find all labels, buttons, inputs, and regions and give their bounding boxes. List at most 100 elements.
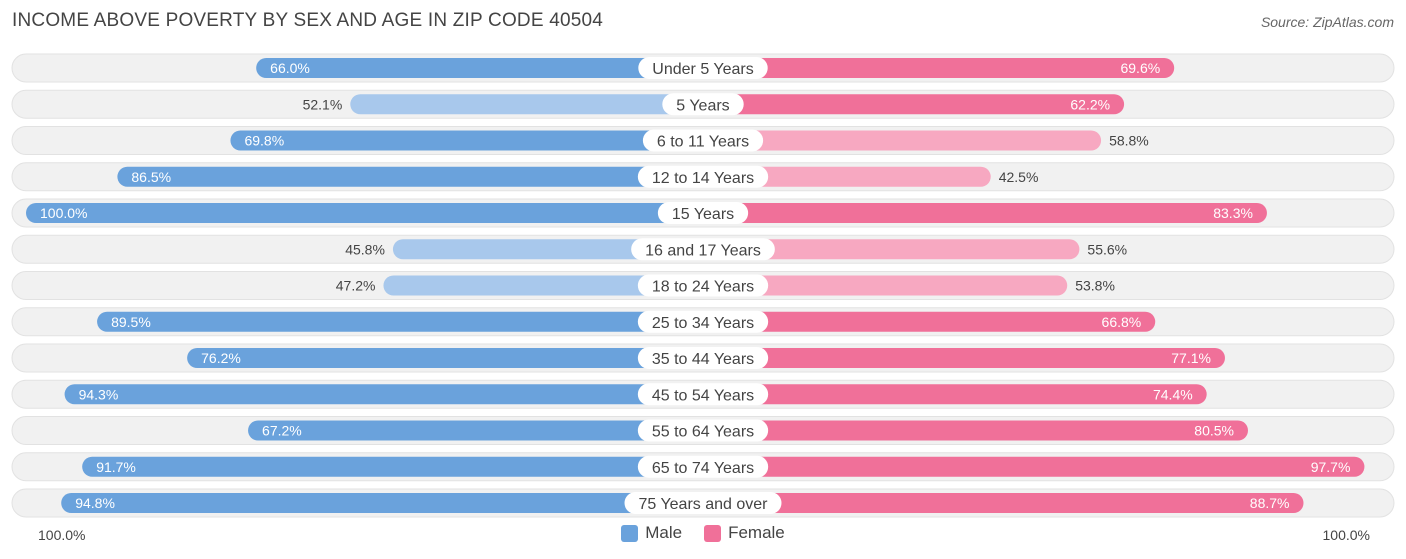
female-bar[interactable] xyxy=(703,420,1248,441)
female-bar[interactable] xyxy=(703,311,1156,332)
male-value-label: 76.2% xyxy=(201,350,241,366)
legend-item-male[interactable]: Male xyxy=(621,523,682,543)
legend-label-female: Female xyxy=(728,523,785,542)
category-pill xyxy=(637,383,769,406)
axis-left-label: 100.0% xyxy=(38,527,86,543)
legend: Male Female xyxy=(0,523,1406,543)
male-value-label: 94.8% xyxy=(75,495,115,511)
category-pill xyxy=(624,492,782,514)
axis-right-label: 100.0% xyxy=(1322,527,1370,543)
female-value-label: 69.6% xyxy=(1120,60,1160,76)
female-bar[interactable] xyxy=(703,275,1068,296)
category-pill xyxy=(637,419,769,442)
male-bar[interactable] xyxy=(97,311,703,332)
chart-title: INCOME ABOVE POVERTY BY SEX AND AGE IN Z… xyxy=(12,10,604,31)
bar-row: 69.8% 58.8% 6 to 11 Years xyxy=(11,126,1395,155)
female-value-label: 42.5% xyxy=(999,169,1039,185)
category-label: 25 to 34 Years xyxy=(652,315,754,332)
male-bar[interactable] xyxy=(392,239,703,260)
female-value-label: 58.8% xyxy=(1109,133,1149,149)
female-bar[interactable] xyxy=(703,348,1225,368)
bar-row: 67.2% 80.5% 55 to 64 Years xyxy=(11,416,1395,445)
female-bar[interactable] xyxy=(703,456,1365,477)
bar-row: 52.1% 62.2% 5 Years xyxy=(11,89,1395,119)
female-value-label: 53.8% xyxy=(1075,278,1115,294)
male-bar[interactable] xyxy=(64,384,704,405)
category-pill xyxy=(637,165,769,188)
bar-row: 76.2% 77.1% 35 to 44 Years xyxy=(11,343,1395,373)
male-bar[interactable] xyxy=(117,166,703,187)
male-value-label: 45.8% xyxy=(345,241,385,257)
male-value-label: 47.2% xyxy=(336,278,376,294)
category-label: 15 Years xyxy=(672,206,734,223)
category-label: 45 to 54 Years xyxy=(652,387,754,404)
female-bar[interactable] xyxy=(703,166,991,187)
bar-row: 86.5% 42.5% 12 to 14 Years xyxy=(11,162,1395,192)
female-bar[interactable] xyxy=(703,94,1125,115)
female-bar[interactable] xyxy=(703,384,1207,405)
female-value-label: 66.8% xyxy=(1102,314,1142,330)
male-bar[interactable] xyxy=(383,275,703,296)
source-label: Source: ZipAtlas.com xyxy=(1260,14,1394,30)
female-value-label: 77.1% xyxy=(1171,350,1211,366)
male-bar[interactable] xyxy=(82,456,704,477)
category-pill xyxy=(662,93,744,116)
male-bar[interactable] xyxy=(256,58,703,78)
male-value-label: 100.0% xyxy=(40,205,87,221)
male-bar[interactable] xyxy=(61,493,704,513)
legend-item-female[interactable]: Female xyxy=(704,523,785,543)
category-label: 18 to 24 Years xyxy=(652,279,754,296)
male-value-label: 94.3% xyxy=(79,386,119,402)
bar-row: 89.5% 66.8% 25 to 34 Years xyxy=(11,307,1395,337)
female-value-label: 74.4% xyxy=(1153,386,1193,402)
bar-row: 66.0% 69.6% Under 5 Years xyxy=(11,53,1395,83)
bar-row: 45.8% 55.6% 16 and 17 Years xyxy=(11,234,1395,264)
category-label: 75 Years and over xyxy=(639,496,769,513)
category-pill xyxy=(631,238,775,261)
category-label: 65 to 74 Years xyxy=(652,460,754,477)
category-label: 12 to 14 Years xyxy=(652,170,754,187)
male-value-label: 52.1% xyxy=(303,96,343,112)
bar-row: 47.2% 53.8% 18 to 24 Years xyxy=(11,271,1395,300)
male-value-label: 67.2% xyxy=(262,423,302,439)
legend-label-male: Male xyxy=(645,523,683,542)
female-bar[interactable] xyxy=(703,130,1102,151)
category-pill xyxy=(637,347,769,369)
female-bar[interactable] xyxy=(703,203,1267,223)
female-bar[interactable] xyxy=(703,493,1304,513)
male-value-label: 66.0% xyxy=(270,60,310,76)
bar-row: 94.8% 88.7% 75 Years and over xyxy=(11,488,1395,518)
category-label: 6 to 11 Years xyxy=(657,134,749,151)
category-label: 35 to 44 Years xyxy=(652,351,754,368)
male-value-label: 91.7% xyxy=(96,459,136,475)
female-value-label: 83.3% xyxy=(1213,205,1253,221)
legend-swatch-male xyxy=(621,524,639,542)
male-bar[interactable] xyxy=(248,420,703,441)
category-pill xyxy=(642,129,764,152)
category-label: 55 to 64 Years xyxy=(652,424,754,441)
male-value-label: 86.5% xyxy=(131,169,171,185)
male-bar[interactable] xyxy=(230,130,704,151)
bar-row: 100.0% 83.3% 15 Years xyxy=(11,198,1395,228)
category-pill xyxy=(638,57,768,79)
category-pill xyxy=(637,274,769,297)
male-value-label: 69.8% xyxy=(244,133,284,149)
legend-swatch-female xyxy=(704,524,722,542)
male-bar[interactable] xyxy=(187,348,704,368)
male-bar[interactable] xyxy=(26,203,703,223)
category-label: Under 5 Years xyxy=(652,61,753,78)
diverging-bar-chart: 66.0% 69.6% Under 5 Years 52.1% 62.2% 5 Years… xyxy=(11,53,1395,518)
category-pill xyxy=(637,310,769,333)
bar-row: 91.7% 97.7% 65 to 74 Years xyxy=(11,452,1395,482)
female-value-label: 80.5% xyxy=(1194,423,1234,439)
male-value-label: 89.5% xyxy=(111,314,151,330)
category-pill xyxy=(657,202,749,224)
female-value-label: 62.2% xyxy=(1070,96,1110,112)
category-label: 5 Years xyxy=(676,97,729,114)
category-label: 16 and 17 Years xyxy=(645,242,761,259)
female-bar[interactable] xyxy=(703,239,1080,260)
male-bar[interactable] xyxy=(350,94,703,115)
bar-row: 94.3% 74.4% 45 to 54 Years xyxy=(11,379,1395,409)
female-value-label: 55.6% xyxy=(1087,241,1127,257)
female-bar[interactable] xyxy=(703,58,1175,78)
